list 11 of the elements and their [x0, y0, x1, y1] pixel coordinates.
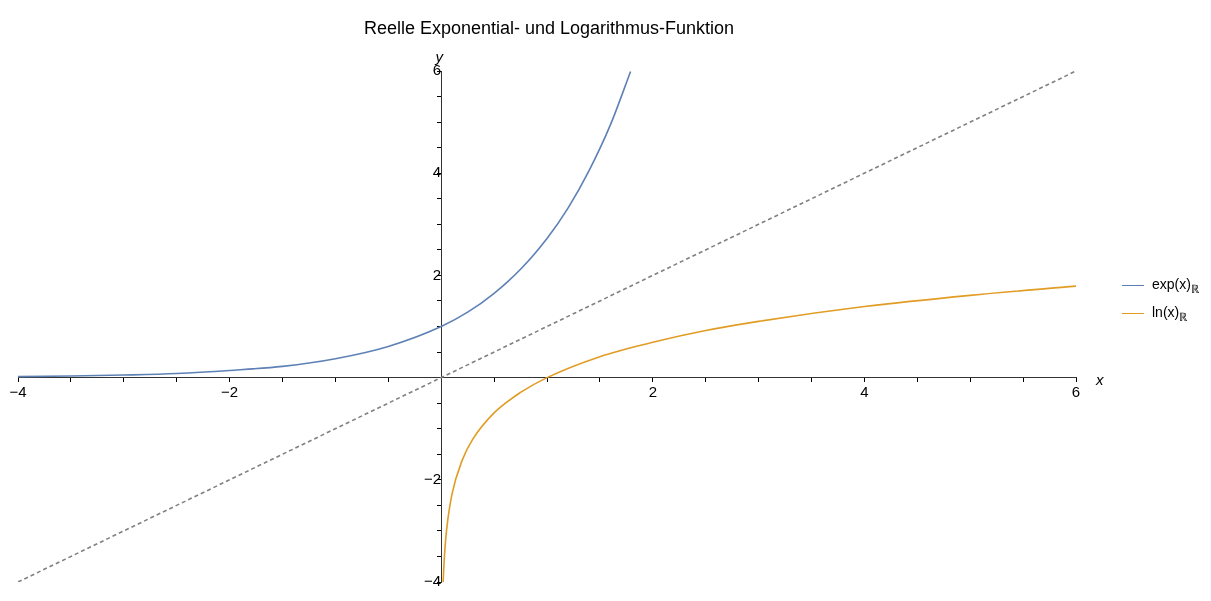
legend-label: exp(x)$_{ℝ}$ — [1152, 276, 1199, 296]
x-tick-label: 6 — [1071, 382, 1081, 400]
y-tick-label: −4 — [424, 572, 442, 590]
x-axis-title: x — [1095, 370, 1104, 388]
x-tick-label: −4 — [9, 382, 27, 400]
x-tick-label: 4 — [860, 382, 869, 400]
x-tick-label: −2 — [221, 382, 239, 400]
legend-label: ln(x)$_{ℝ}$ — [1152, 303, 1188, 324]
y-tick-label: 4 — [432, 163, 442, 181]
x-tick-label: 2 — [648, 382, 657, 400]
chart-title: Reelle Exponential- und Logarithmus-Funktion — [363, 18, 735, 38]
